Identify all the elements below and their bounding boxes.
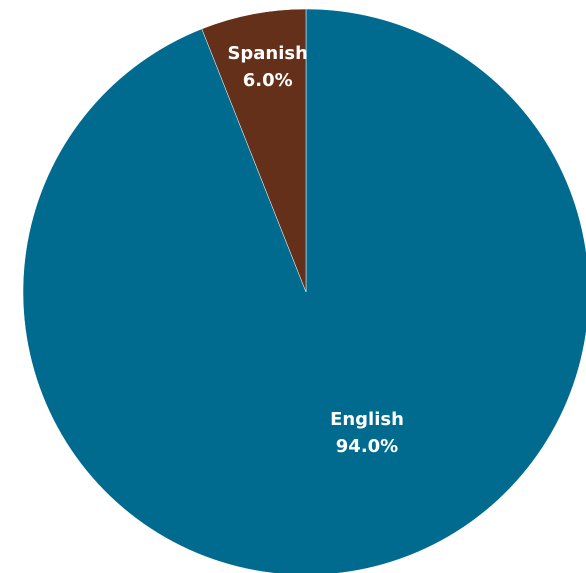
slice-value-english: 94.0%: [336, 436, 398, 457]
slice-value-spanish: 6.0%: [243, 70, 293, 91]
slice-label-spanish: Spanish: [227, 43, 308, 64]
slice-label-english: English: [330, 409, 404, 430]
pie-labels: English 94.0% Spanish 6.0%: [227, 43, 404, 457]
pie-slices: [22, 8, 586, 573]
pie-slice-english: [22, 8, 586, 573]
pie-slice-spanish: [201, 8, 307, 293]
